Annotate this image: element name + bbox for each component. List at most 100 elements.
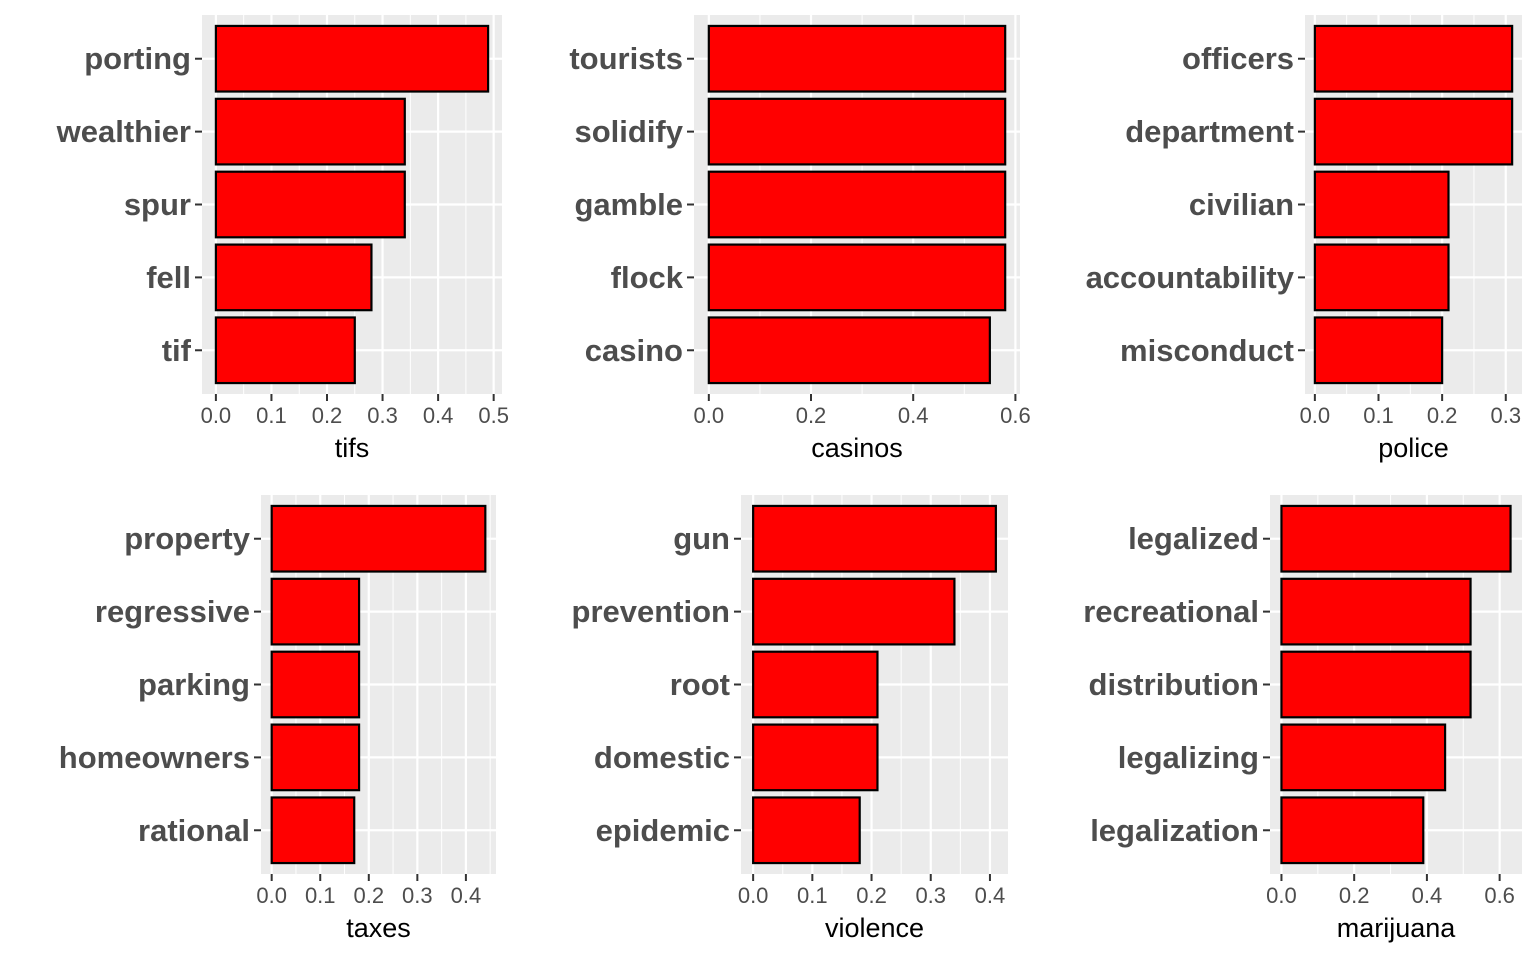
x-tick-label: 0.3 <box>402 883 433 908</box>
bar-epidemic <box>752 796 861 865</box>
bar-flock <box>707 243 1007 312</box>
x-tick-label: 0.0 <box>1300 403 1331 428</box>
chart-panel-marijuana: legalized recreational distribution legaliz… <box>1083 495 1522 943</box>
category-label-epidemic: epidemic <box>596 813 730 848</box>
x-tick-label: 0.4 <box>975 883 1006 908</box>
category-label-tourists: tourists <box>569 41 683 76</box>
bar-civilian <box>1313 170 1450 239</box>
bar-rational <box>270 796 356 865</box>
x-tick-label: 0.0 <box>256 883 287 908</box>
bar-tif <box>214 316 356 385</box>
bar-officers <box>1313 24 1514 93</box>
category-label-casino: casino <box>585 333 683 368</box>
x-tick-label: 0.6 <box>1484 883 1515 908</box>
x-tick-label: 0.4 <box>451 883 482 908</box>
x-tick-label: 0.4 <box>898 403 929 428</box>
x-tick-label: 0.2 <box>796 403 827 428</box>
category-label-rational: rational <box>138 813 250 848</box>
category-label-department: department <box>1125 114 1294 149</box>
chart-panel-tifs: porting wealthier spur fell tif 0.0 0.1 0.2 0.3 0… <box>56 15 509 463</box>
category-label-spur: spur <box>124 187 191 222</box>
chart-panel-taxes: property regressive parking homeowners ratio… <box>59 495 496 943</box>
x-tick-label: 0.2 <box>856 883 887 908</box>
category-label-misconduct: misconduct <box>1120 333 1294 368</box>
x-tick-label: 0.2 <box>1427 403 1458 428</box>
category-label-legalizing: legalizing <box>1118 740 1259 775</box>
category-label-fell: fell <box>146 260 191 295</box>
bar-regressive <box>270 577 361 646</box>
x-tick-label: 0.3 <box>367 403 398 428</box>
category-label-flock: flock <box>611 260 684 295</box>
x-tick-label: 0.4 <box>423 403 454 428</box>
bar-legalizing <box>1280 723 1447 792</box>
bar-tourists <box>707 24 1007 93</box>
bar-wealthier <box>214 97 406 166</box>
category-label-parking: parking <box>138 667 250 702</box>
x-axis-title: taxes <box>346 913 411 943</box>
x-axis-title: marijuana <box>1337 913 1457 943</box>
x-tick-label: 0.4 <box>1412 883 1443 908</box>
category-label-porting: porting <box>84 41 191 76</box>
bar-fell <box>214 243 373 312</box>
category-label-officers: officers <box>1182 41 1294 76</box>
category-label-gamble: gamble <box>574 187 683 222</box>
bar-solidify <box>707 97 1007 166</box>
category-label-homeowners: homeowners <box>59 740 250 775</box>
category-label-root: root <box>670 667 730 702</box>
x-axis-title: casinos <box>811 433 903 463</box>
bar-misconduct <box>1313 316 1444 385</box>
bar-recreational <box>1280 577 1472 646</box>
x-tick-label: 0.1 <box>1363 403 1394 428</box>
category-label-solidify: solidify <box>574 114 683 149</box>
bar-casino <box>707 316 991 385</box>
category-label-tif: tif <box>162 333 192 368</box>
x-tick-label: 0.1 <box>256 403 287 428</box>
x-tick-label: 0.0 <box>694 403 725 428</box>
category-label-regressive: regressive <box>95 594 250 629</box>
x-tick-label: 0.0 <box>1266 883 1297 908</box>
x-axis-title: police <box>1378 433 1449 463</box>
x-tick-label: 0.1 <box>797 883 828 908</box>
x-tick-label: 0.1 <box>305 883 336 908</box>
x-tick-label: 0.5 <box>478 403 509 428</box>
x-tick-label: 0.2 <box>1339 883 1370 908</box>
x-tick-label: 0.6 <box>1000 403 1031 428</box>
bar-root <box>752 650 879 719</box>
bar-homeowners <box>270 723 361 792</box>
bar-domestic <box>752 723 879 792</box>
bar-gamble <box>707 170 1007 239</box>
category-label-civilian: civilian <box>1189 187 1294 222</box>
bar-accountability <box>1313 243 1450 312</box>
x-tick-label: 0.0 <box>738 883 769 908</box>
bar-porting <box>214 24 490 93</box>
bar-department <box>1313 97 1514 166</box>
category-label-recreational: recreational <box>1083 594 1259 629</box>
bar-gun <box>752 504 997 573</box>
category-label-legalized: legalized <box>1128 521 1259 556</box>
x-tick-label: 0.2 <box>312 403 343 428</box>
chart-panel-police: officers department civilian accountability… <box>1086 15 1522 463</box>
x-tick-label: 0.0 <box>201 403 232 428</box>
chart-panel-casinos: tourists solidify gamble flock casino 0.0 0.2 0… <box>569 15 1031 463</box>
x-tick-label: 0.3 <box>915 883 946 908</box>
bar-spur <box>214 170 406 239</box>
bar-property <box>270 504 487 573</box>
category-label-prevention: prevention <box>572 594 730 629</box>
category-label-property: property <box>124 521 251 556</box>
category-label-gun: gun <box>673 521 730 556</box>
chart-panel-violence: gun prevention root domestic epidemic 0.0 0.1 0… <box>572 495 1008 943</box>
x-tick-label: 0.3 <box>1490 403 1521 428</box>
x-tick-label: 0.2 <box>353 883 384 908</box>
x-axis-title: tifs <box>335 433 370 463</box>
bar-legalization <box>1280 796 1425 865</box>
category-label-distribution: distribution <box>1089 667 1259 702</box>
category-label-domestic: domestic <box>594 740 730 775</box>
bar-prevention <box>752 577 956 646</box>
category-label-accountability: accountability <box>1086 260 1295 295</box>
bar-legalized <box>1280 504 1512 573</box>
x-axis-title: violence <box>825 913 924 943</box>
category-label-legalization: legalization <box>1090 813 1259 848</box>
bar-parking <box>270 650 361 719</box>
